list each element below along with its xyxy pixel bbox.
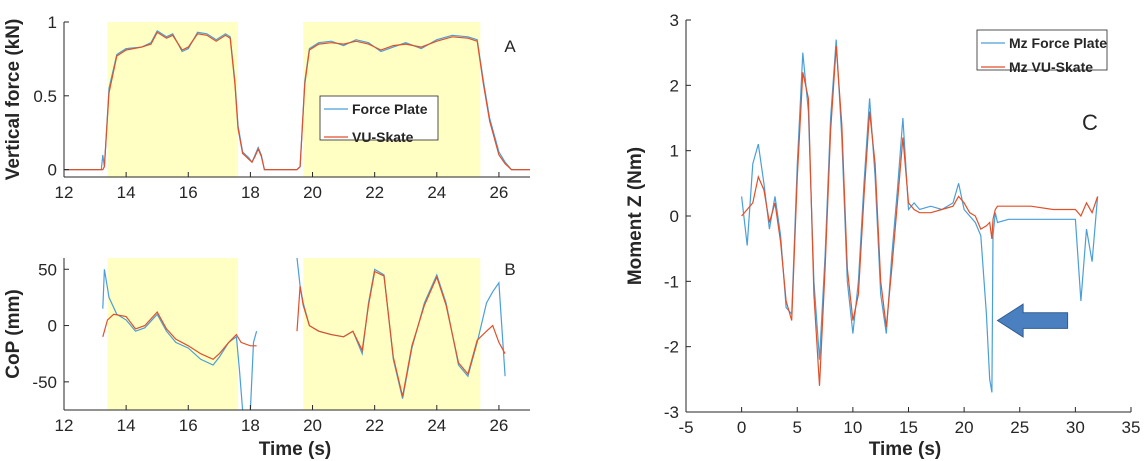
- x-tick-label: 14: [117, 183, 136, 202]
- x-tick-label: 24: [427, 416, 446, 435]
- y-tick-label: 1: [670, 142, 679, 161]
- y-tick-label: 50: [38, 260, 57, 279]
- highlight-band-2: [303, 258, 481, 410]
- y-tick-label: 0.5: [33, 87, 57, 106]
- series-vu-skate-line: [64, 31, 530, 171]
- x-tick-label: 12: [55, 183, 74, 202]
- y-tick-label: 2: [670, 76, 679, 95]
- panel-a-vertical-force: 12 14 16 18 20 22 24 26 0 0.5 1 Vertical force (kN)…: [3, 13, 530, 202]
- x-tick-label: 0: [737, 418, 746, 437]
- series-mz-vu-skate-line: [741, 46, 1099, 386]
- y-tick-label: -1: [664, 272, 679, 291]
- x-tick-label: 10: [843, 418, 862, 437]
- legend: Force Plate VU-Skate: [319, 95, 439, 145]
- x-tick-label: 16: [179, 183, 198, 202]
- x-tick-label: -5: [678, 418, 693, 437]
- legend-entry: Mz Force Plate: [1009, 35, 1107, 51]
- y-tick-label: 0: [48, 317, 57, 336]
- panel-c-moment-z: -5 0 5 10 15 20 25 30 35 -3 -2 -1 0 1 2 3 Moment Z (Nm) T…: [625, 11, 1140, 460]
- x-tick-label: 22: [365, 416, 384, 435]
- y-tick-label: 3: [670, 11, 679, 30]
- highlight-band-1: [107, 258, 238, 410]
- y-tick-label: -50: [32, 373, 57, 392]
- x-tick-label: 24: [427, 183, 446, 202]
- y-axis-label: CoP (mm): [3, 289, 24, 378]
- panel-letter: A: [504, 37, 516, 56]
- x-tick-label: 20: [303, 183, 322, 202]
- x-tick-label: 26: [489, 416, 508, 435]
- x-tick-label: 30: [1066, 418, 1085, 437]
- legend-entry: Mz VU-Skate: [1009, 59, 1093, 75]
- legend-box: [976, 29, 1108, 71]
- series-mz-force-plate-line: [741, 39, 1099, 393]
- x-tick-label: 22: [365, 183, 384, 202]
- x-tick-label: 15: [899, 418, 918, 437]
- y-tick-label: 0: [670, 207, 679, 226]
- legend: Mz Force Plate Mz VU-Skate: [976, 29, 1108, 75]
- y-axis-label: Moment Z (Nm): [625, 147, 646, 285]
- panel-letter: B: [504, 260, 515, 279]
- series-vu-skate-line-1: [102, 310, 257, 361]
- x-tick-label: 5: [793, 418, 802, 437]
- x-tick-label: 20: [955, 418, 974, 437]
- highlight-band-1: [107, 22, 238, 177]
- x-tick-label: 20: [303, 416, 322, 435]
- y-tick-label: -3: [664, 403, 679, 422]
- x-tick-label: 25: [1010, 418, 1029, 437]
- x-tick-label: 35: [1122, 418, 1141, 437]
- panel-letter: C: [1082, 110, 1098, 135]
- legend-box: [319, 95, 439, 141]
- y-tick-label: 1: [48, 13, 57, 32]
- x-tick-label: 18: [241, 183, 260, 202]
- x-axis-label: Time (s): [869, 439, 942, 460]
- legend-entry: Force Plate: [352, 101, 428, 117]
- x-tick-label: 14: [117, 416, 136, 435]
- y-axis-label: Vertical force (kN): [3, 19, 24, 181]
- x-tick-label: 12: [55, 416, 74, 435]
- y-tick-label: -2: [664, 338, 679, 357]
- y-tick-label: 0: [48, 161, 57, 180]
- x-tick-label: 16: [179, 416, 198, 435]
- x-axis-label: Time (s): [259, 439, 332, 460]
- legend-entry: VU-Skate: [352, 129, 414, 145]
- series-vu-skate-line-2: [296, 270, 506, 397]
- x-tick-label: 18: [241, 416, 260, 435]
- panel-b-cop: 12 14 16 18 20 22 24 26 -50 0 50 CoP (mm) Time (s) B: [3, 258, 530, 460]
- x-tick-label: 26: [489, 183, 508, 202]
- annotation-arrow: [996, 303, 1069, 338]
- series-force-plate-line-2: [249, 331, 258, 410]
